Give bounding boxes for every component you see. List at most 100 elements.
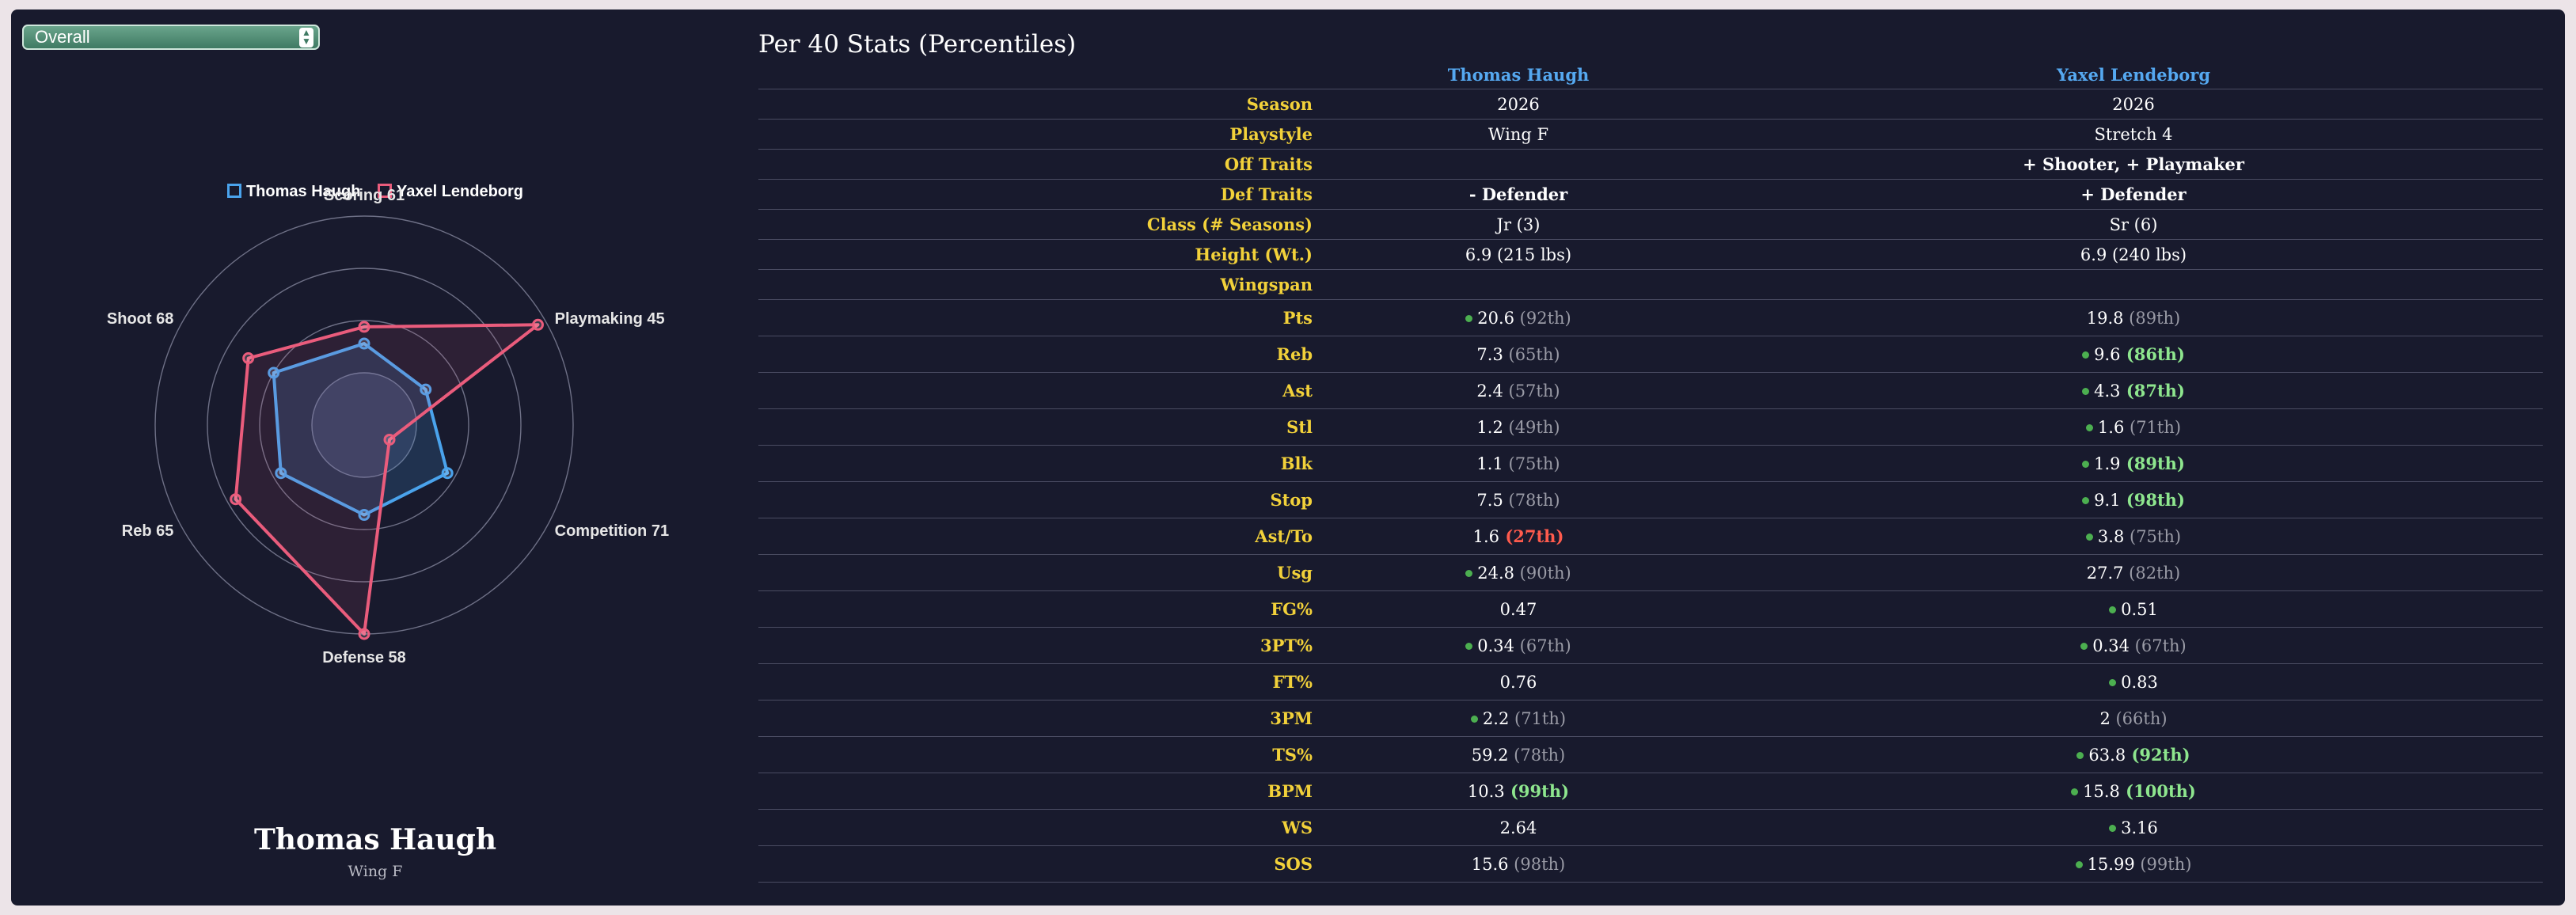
- stats-header-row: Thomas Haugh Yaxel Lendeborg: [758, 60, 2543, 89]
- stat-value: 0.34: [1477, 636, 1514, 655]
- stat-percentile: (89th): [2120, 454, 2185, 473]
- stat-value: 2: [2099, 708, 2111, 728]
- row-label: FG%: [758, 590, 1313, 628]
- radar-point-s2-2[interactable]: [531, 318, 544, 331]
- legend-swatch-icon: [377, 184, 392, 198]
- stat-value: 0.76: [1499, 672, 1537, 692]
- row-label: 3PM: [758, 700, 1313, 737]
- stat-value: 20.6: [1477, 308, 1514, 328]
- category-select[interactable]: Overall ▲ ▼: [22, 25, 320, 50]
- player1-value: [1313, 149, 1724, 180]
- stat-value: 1.2: [1476, 417, 1503, 437]
- player2-value: 2026: [1724, 89, 2543, 120]
- player2-stat: 63.8 (92th): [1724, 736, 2543, 773]
- stat-row-ws: WS 2.64 3.16: [758, 809, 2543, 846]
- stat-percentile: (87th): [2120, 381, 2185, 401]
- select-arrows-icon: ▲ ▼: [299, 28, 313, 47]
- player2-stat: 1.6 (71th): [1724, 408, 2543, 446]
- legend-item-player2[interactable]: Yaxel Lendeborg: [377, 183, 523, 201]
- header-player2[interactable]: Yaxel Lendeborg: [1724, 60, 2543, 89]
- player1-stat: 59.2 (78th): [1313, 736, 1724, 773]
- stat-percentile: (92th): [1514, 308, 1571, 328]
- info-row-height-wt: Height (Wt.) 6.9 (215 lbs) 6.9 (240 lbs): [758, 239, 2543, 270]
- player1-value: [1313, 269, 1724, 300]
- player2-value: + Defender: [1724, 179, 2543, 210]
- top-indicator-icon: [2109, 824, 2117, 832]
- row-label: 3PT%: [758, 627, 1313, 664]
- row-label: Off Traits: [758, 149, 1313, 180]
- player1-stat: 24.8 (90th): [1313, 554, 1724, 591]
- player1-value: 2026: [1313, 89, 1724, 120]
- stat-percentile: (75th): [1503, 454, 1560, 473]
- radar-axis-label-1: Scoring 61: [324, 187, 405, 204]
- player2-value: + Shooter, + Playmaker: [1724, 149, 2543, 180]
- stat-value: 0.51: [2121, 599, 2158, 619]
- stat-percentile: (67th): [1514, 636, 1571, 655]
- stat-row-stop: Stop 7.5 (78th) 9.1 (98th): [758, 481, 2543, 518]
- stat-value: 15.6: [1471, 854, 1509, 874]
- radar-point-s1-6[interactable]: [268, 366, 280, 379]
- stat-percentile: (90th): [1514, 563, 1571, 583]
- top-indicator-icon: [2071, 788, 2079, 795]
- stat-row-fg: FG% 0.47 0.51: [758, 590, 2543, 628]
- category-select-value: Overall: [35, 27, 90, 47]
- player2-stat: 27.7 (82th): [1724, 554, 2543, 591]
- stat-percentile: (92th): [2126, 745, 2190, 765]
- legend-swatch-icon: [226, 184, 241, 198]
- row-label: Height (Wt.): [758, 239, 1313, 270]
- player2-stat: 2 (66th): [1724, 700, 2543, 737]
- radar-point-s1-5[interactable]: [275, 467, 287, 480]
- legend-item-player1[interactable]: Thomas Haugh: [226, 183, 360, 201]
- radar-point-s1-1[interactable]: [358, 337, 370, 350]
- stat-row-sos: SOS 15.6 (98th) 15.99 (99th): [758, 845, 2543, 883]
- radar-axis-label-6: Shoot 68: [107, 310, 173, 328]
- stat-value: 27.7: [2086, 563, 2124, 583]
- stat-row-bpm: BPM 10.3 (99th) 15.8 (100th): [758, 773, 2543, 810]
- player2-stat: 9.1 (98th): [1724, 481, 2543, 518]
- radar-point-s1-2[interactable]: [420, 383, 432, 396]
- radar-point-s2-3[interactable]: [383, 433, 396, 446]
- top-indicator-icon: [1465, 642, 1473, 650]
- player2-stat: 9.6 (86th): [1724, 336, 2543, 373]
- top-indicator-icon: [2076, 752, 2084, 759]
- player2-value: 6.9 (240 lbs): [1724, 239, 2543, 270]
- radar-point-s1-3[interactable]: [441, 467, 454, 480]
- player2-value: Stretch 4: [1724, 119, 2543, 150]
- top-indicator-icon: [1470, 715, 1478, 723]
- row-label: TS%: [758, 736, 1313, 773]
- stat-value: 1.9: [2094, 454, 2121, 473]
- top-indicator-icon: [2082, 461, 2090, 468]
- row-label: Wingspan: [758, 269, 1313, 300]
- header-player1[interactable]: Thomas Haugh: [1313, 60, 1724, 89]
- top-indicator-icon: [1465, 314, 1473, 322]
- info-row-playstyle: Playstyle Wing F Stretch 4: [758, 119, 2543, 150]
- player2-value: Sr (6): [1724, 209, 2543, 240]
- player1-stat: 20.6 (92th): [1313, 299, 1724, 336]
- radar-chart: Scoring 61 Playmaking 45 Competition 71 Def…: [107, 187, 669, 666]
- stat-row-usg: Usg 24.8 (90th) 27.7 (82th): [758, 554, 2543, 591]
- radar-point-s1-4[interactable]: [358, 509, 370, 522]
- stat-percentile: (89th): [2123, 308, 2181, 328]
- stat-value: 1.1: [1476, 454, 1503, 473]
- stat-percentile: (98th): [1508, 854, 1566, 874]
- radar-axis-label-2: Playmaking 45: [555, 310, 665, 328]
- top-indicator-icon: [1465, 569, 1473, 577]
- radar-axis-label-3: Competition 71: [555, 522, 669, 540]
- radar-point-s2-4[interactable]: [358, 628, 370, 640]
- radar-point-s2-5[interactable]: [230, 493, 242, 506]
- radar-point-s2-1[interactable]: [358, 321, 370, 333]
- stat-value: 3.16: [2121, 818, 2158, 837]
- player1-stat: 0.34 (67th): [1313, 627, 1724, 664]
- stat-value: 3.8: [2097, 526, 2125, 546]
- stat-row-pts: Pts 20.6 (92th) 19.8 (89th): [758, 299, 2543, 336]
- stats-title: Per 40 Stats (Percentiles): [758, 30, 1077, 59]
- stat-row-ast: Ast 2.4 (57th) 4.3 (87th): [758, 372, 2543, 409]
- player-role: Wing F: [348, 863, 403, 880]
- radar-point-s2-6[interactable]: [242, 352, 255, 365]
- stat-percentile: (78th): [1508, 745, 1566, 765]
- stat-percentile: (71th): [2124, 417, 2182, 437]
- player1-value: - Defender: [1313, 179, 1724, 210]
- player2-stat: 15.8 (100th): [1724, 773, 2543, 810]
- player2-stat: 0.34 (67th): [1724, 627, 2543, 664]
- player1-value: Wing F: [1313, 119, 1724, 150]
